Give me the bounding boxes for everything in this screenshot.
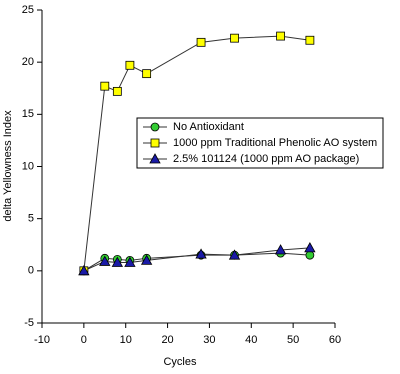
legend-box <box>136 117 384 169</box>
legend-label: 2.5% 101124 (1000 ppm AO package) <box>173 153 359 165</box>
y-tick-label: 5 <box>28 213 34 225</box>
x-tick-label: 50 <box>287 334 299 346</box>
y-tick-label: 25 <box>22 4 34 16</box>
marker <box>140 254 153 265</box>
legend: No Antioxidant 1000 ppm Traditional Pheno… <box>136 117 384 169</box>
y-tick-label: 10 <box>22 160 34 172</box>
marker <box>111 256 124 267</box>
x-axis-label: Cycles <box>163 356 197 368</box>
x-tick-label: 60 <box>329 334 341 346</box>
marker <box>228 249 241 260</box>
marker <box>304 242 316 253</box>
x-tick-label: 0 <box>81 334 87 346</box>
marker <box>149 153 161 164</box>
legend-label: No Antioxidant <box>173 121 244 133</box>
x-tick-label: 20 <box>161 334 173 346</box>
marker <box>112 86 122 96</box>
marker <box>305 35 315 45</box>
legend-label: 1000 ppm Traditional Phenolic AO system <box>173 137 377 149</box>
marker <box>78 265 90 276</box>
marker <box>99 255 111 266</box>
marker <box>100 81 110 91</box>
marker <box>150 138 160 148</box>
marker <box>230 33 239 43</box>
marker <box>125 60 135 70</box>
y-tick-label: -5 <box>24 317 34 329</box>
y-tick-label: 0 <box>28 265 34 277</box>
x-tick-label: 30 <box>203 334 215 346</box>
marker <box>142 69 152 79</box>
marker <box>305 250 315 260</box>
x-tick-label: -10 <box>34 334 50 346</box>
y-tick-label: 20 <box>22 56 34 68</box>
marker <box>274 244 287 255</box>
marker <box>196 37 206 47</box>
marker <box>150 122 160 132</box>
marker <box>124 256 136 267</box>
y-tick-label: 15 <box>22 108 34 120</box>
marker <box>276 31 285 41</box>
x-tick-label: 40 <box>245 334 257 346</box>
x-tick-label: 10 <box>120 334 132 346</box>
y-axis-label: delta Yellowness Index <box>2 110 14 222</box>
marker <box>195 248 207 259</box>
